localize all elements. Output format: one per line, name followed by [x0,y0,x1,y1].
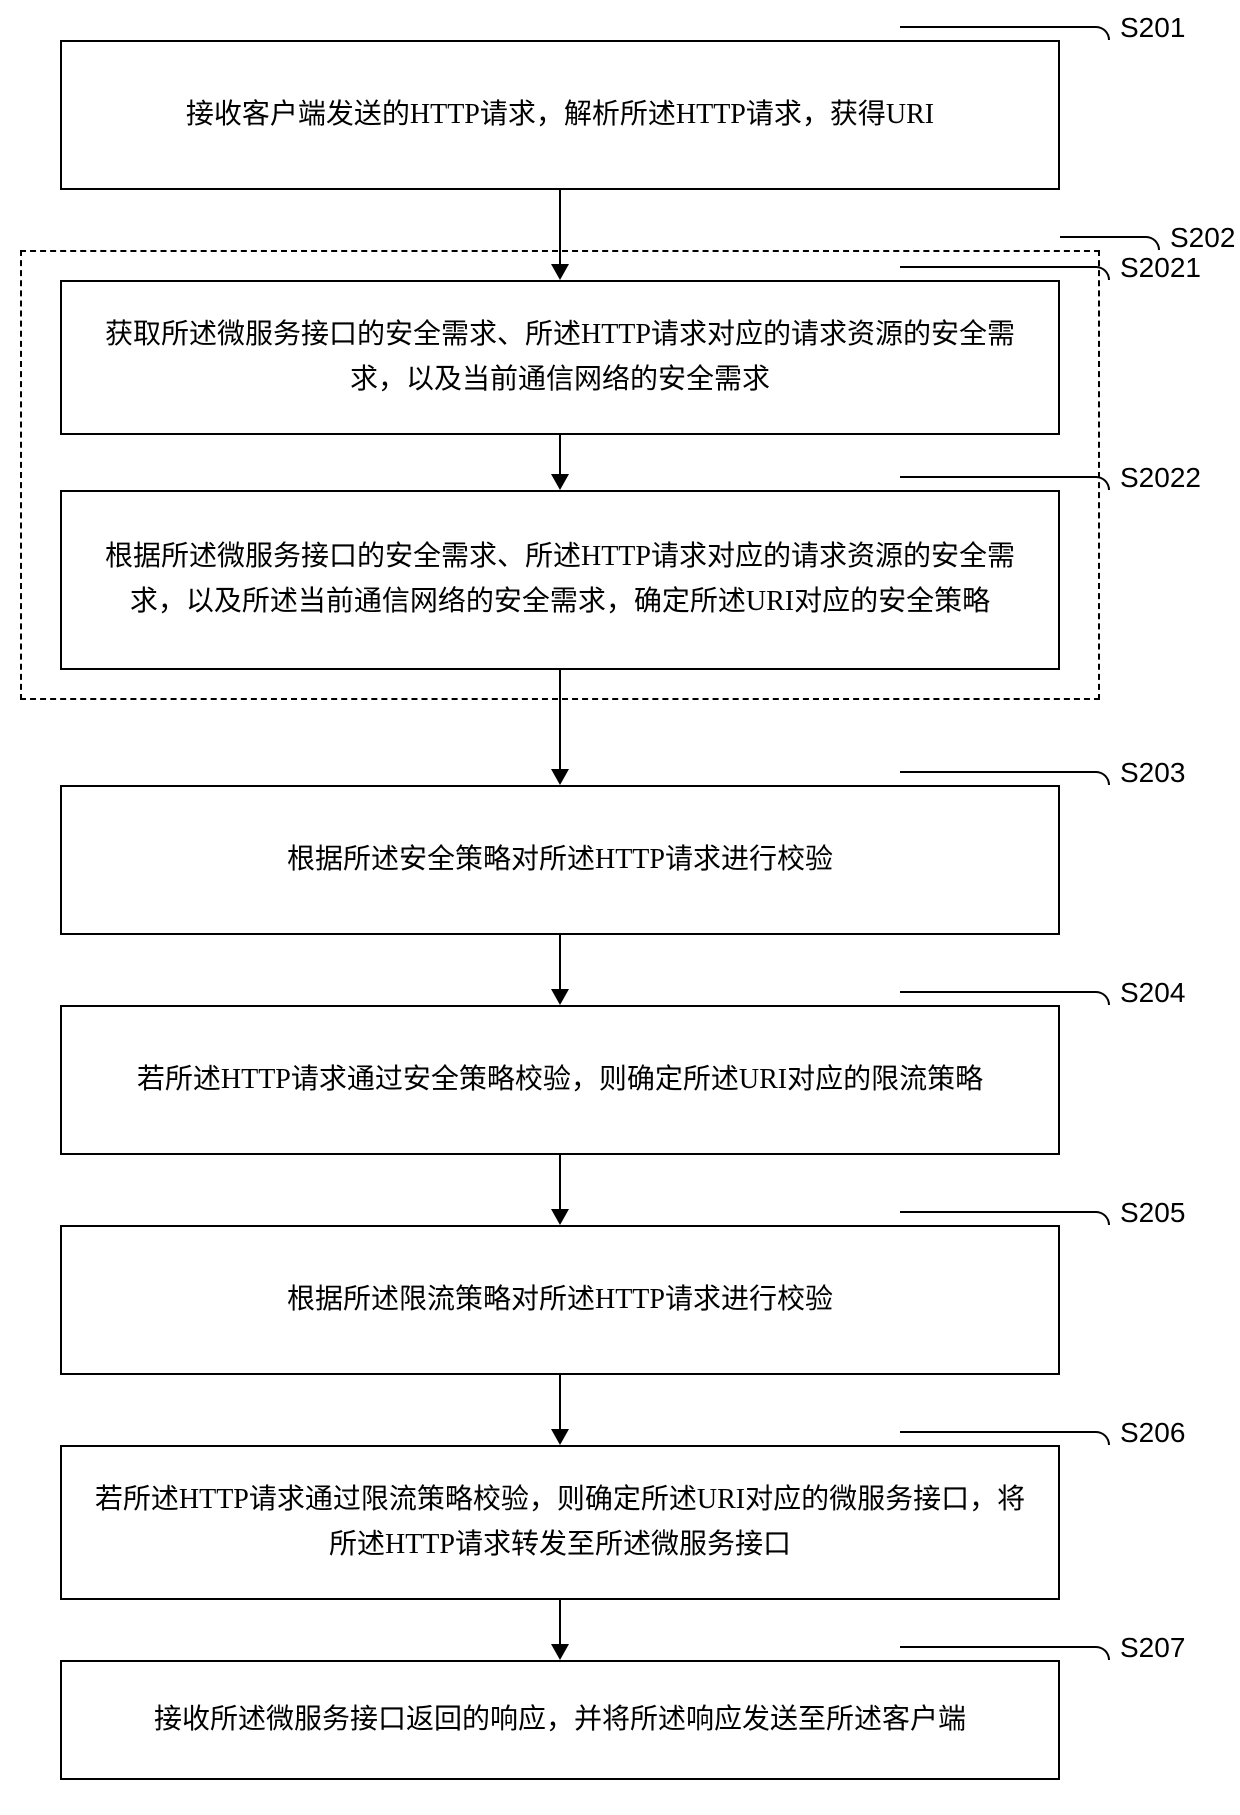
flow-step-s207: 接收所述微服务接口返回的响应，并将所述响应发送至所述客户端 [60,1660,1060,1780]
step-label: S204 [1120,977,1185,1009]
label-leader [900,1431,1110,1445]
step-label: S205 [1120,1197,1185,1229]
label-leader [900,991,1110,1005]
label-leader [900,266,1110,280]
label-leader [900,1211,1110,1225]
step-label: S201 [1120,12,1185,44]
flow-step-s201: 接收客户端发送的HTTP请求，解析所述HTTP请求，获得URI [60,40,1060,190]
label-leader [900,26,1110,40]
flow-step-s206: 若所述HTTP请求通过限流策略校验，则确定所述URI对应的微服务接口，将所述HT… [60,1445,1060,1600]
label-leader [900,1646,1110,1660]
flow-step-text: 接收所述微服务接口返回的响应，并将所述响应发送至所述客户端 [154,1698,966,1743]
step-label: S203 [1120,757,1185,789]
flow-step-s203: 根据所述安全策略对所述HTTP请求进行校验 [60,785,1060,935]
flow-arrow-head [551,474,569,490]
step-label: S202 [1170,222,1235,254]
label-leader [1060,236,1160,250]
flow-step-text: 若所述HTTP请求通过安全策略校验，则确定所述URI对应的限流策略 [137,1058,983,1103]
flow-step-text: 根据所述微服务接口的安全需求、所述HTTP请求对应的请求资源的安全需求，以及所述… [92,535,1028,625]
label-leader [900,476,1110,490]
flow-step-text: 若所述HTTP请求通过限流策略校验，则确定所述URI对应的微服务接口，将所述HT… [92,1478,1028,1568]
step-label: S2022 [1120,462,1201,494]
flow-arrow [559,1600,561,1646]
flow-step-text: 接收客户端发送的HTTP请求，解析所述HTTP请求，获得URI [186,93,934,138]
flow-step-s204: 若所述HTTP请求通过安全策略校验，则确定所述URI对应的限流策略 [60,1005,1060,1155]
flow-arrow-head [551,1209,569,1225]
flow-step-s205: 根据所述限流策略对所述HTTP请求进行校验 [60,1225,1060,1375]
label-leader [900,771,1110,785]
flow-step-s2021: 获取所述微服务接口的安全需求、所述HTTP请求对应的请求资源的安全需求，以及当前… [60,280,1060,435]
flow-step-s2022: 根据所述微服务接口的安全需求、所述HTTP请求对应的请求资源的安全需求，以及所述… [60,490,1060,670]
flow-arrow-head [551,1429,569,1445]
flow-arrow [559,1155,561,1211]
flow-arrow [559,935,561,991]
flow-arrow-head [551,769,569,785]
flow-arrow-head [551,1644,569,1660]
flow-arrow [559,670,561,771]
flow-arrow-head [551,989,569,1005]
step-label: S2021 [1120,252,1201,284]
flow-arrow [559,1375,561,1431]
step-label: S207 [1120,1632,1185,1664]
step-label: S206 [1120,1417,1185,1449]
flow-arrow [559,190,561,266]
flow-arrow [559,435,561,476]
flow-step-text: 根据所述安全策略对所述HTTP请求进行校验 [287,838,833,883]
flow-step-text: 获取所述微服务接口的安全需求、所述HTTP请求对应的请求资源的安全需求，以及当前… [92,313,1028,403]
flow-arrow-head [551,264,569,280]
flowchart-canvas: 接收客户端发送的HTTP请求，解析所述HTTP请求，获得URI 获取所述微服务接口… [0,0,1240,1815]
flow-step-text: 根据所述限流策略对所述HTTP请求进行校验 [287,1278,833,1323]
